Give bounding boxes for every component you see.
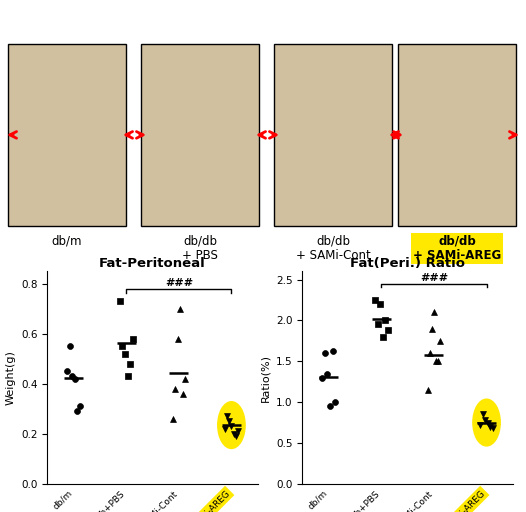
Point	[225, 417, 234, 425]
Ellipse shape	[218, 402, 245, 449]
Y-axis label: Ratio(%): Ratio(%)	[260, 354, 270, 401]
Point	[174, 335, 182, 343]
Point	[383, 326, 392, 334]
Point	[381, 316, 389, 325]
Point	[323, 370, 332, 378]
Point	[328, 347, 337, 355]
Point	[376, 300, 385, 308]
Point	[331, 398, 339, 406]
Text: ###: ###	[165, 278, 193, 288]
Point	[176, 305, 184, 313]
Point	[371, 296, 379, 304]
Point	[66, 342, 74, 350]
Point	[223, 412, 231, 420]
Point	[483, 418, 492, 426]
Point	[123, 372, 132, 380]
Point	[430, 308, 438, 316]
Point	[168, 415, 177, 423]
Point	[126, 360, 134, 368]
Point	[121, 350, 129, 358]
Point	[428, 325, 436, 333]
Point	[489, 424, 497, 432]
Text: db/db
+ SAMi-Cont: db/db + SAMi-Cont	[296, 234, 370, 262]
Bar	[274, 45, 392, 226]
Title: Fat-Peritoneal: Fat-Peritoneal	[99, 257, 206, 270]
Text: db/m: db/m	[52, 234, 82, 247]
Point	[63, 367, 72, 375]
Point	[436, 337, 444, 345]
Point	[227, 422, 236, 431]
Point	[229, 430, 238, 438]
Bar	[141, 45, 259, 226]
Point	[426, 349, 434, 357]
Point	[181, 375, 189, 383]
Point	[479, 410, 487, 418]
Point	[476, 421, 484, 429]
Point	[423, 386, 432, 394]
Point	[171, 385, 179, 393]
Point	[481, 416, 490, 424]
Point	[326, 402, 334, 410]
Point	[118, 342, 127, 350]
Point	[76, 402, 84, 411]
Point	[321, 349, 329, 357]
Ellipse shape	[473, 399, 500, 446]
Point	[70, 375, 79, 383]
Y-axis label: Weight(g): Weight(g)	[6, 350, 16, 405]
Point	[234, 427, 242, 435]
Text: ###: ###	[420, 272, 448, 283]
Point	[318, 374, 327, 382]
Text: db/db
+ SAMi-AREG: db/db + SAMi-AREG	[413, 234, 501, 262]
Point	[434, 357, 442, 366]
Point	[432, 357, 440, 366]
Bar	[8, 45, 126, 226]
Point	[73, 407, 82, 415]
Title: Fat(Peri.) Ratio: Fat(Peri.) Ratio	[350, 257, 465, 270]
Point	[68, 372, 77, 380]
Point	[221, 425, 229, 433]
Point	[486, 422, 494, 431]
Point	[116, 297, 124, 306]
Text: db/db
+ PBS: db/db + PBS	[182, 234, 218, 262]
Point	[178, 390, 187, 398]
Point	[373, 321, 382, 329]
Bar	[398, 45, 516, 226]
Point	[128, 335, 137, 343]
Point	[231, 432, 240, 440]
Point	[378, 333, 387, 341]
